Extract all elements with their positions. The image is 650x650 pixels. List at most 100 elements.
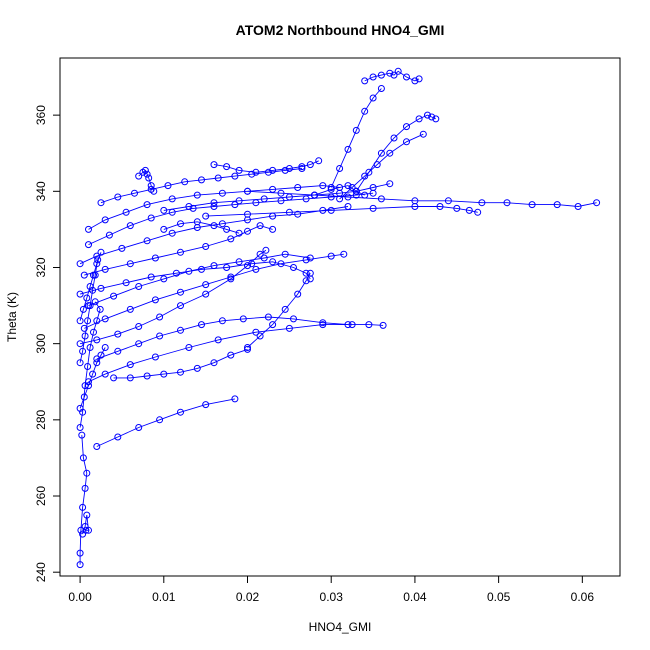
- data-point: [110, 292, 118, 300]
- data-point: [424, 111, 431, 119]
- data-point: [147, 273, 155, 281]
- data-point: [85, 526, 92, 534]
- series-line: [79, 252, 102, 321]
- data-point: [235, 166, 243, 174]
- series-line: [79, 206, 349, 265]
- data-point: [86, 344, 94, 351]
- data-point: [78, 431, 86, 439]
- data-point: [151, 353, 159, 361]
- data-point: [344, 321, 352, 329]
- data-point: [428, 113, 436, 121]
- series-24: [336, 130, 427, 203]
- series-line: [113, 348, 248, 379]
- series-1: [79, 511, 92, 538]
- data-point: [361, 172, 369, 180]
- data-point: [122, 208, 130, 216]
- data-point: [202, 281, 210, 289]
- data-point: [177, 408, 184, 416]
- data-point: [281, 250, 289, 258]
- data-point: [97, 284, 105, 292]
- series-16: [135, 166, 158, 195]
- data-point: [306, 161, 314, 169]
- series-0: [76, 431, 91, 569]
- series-line: [247, 272, 311, 348]
- data-point: [83, 511, 91, 519]
- series-line: [205, 206, 478, 217]
- data-point: [453, 204, 461, 212]
- data-point: [210, 161, 218, 169]
- data-point: [377, 195, 385, 203]
- data-point: [83, 294, 91, 302]
- data-point: [223, 264, 231, 271]
- data-point: [344, 145, 352, 153]
- data-point: [90, 328, 97, 336]
- series-line: [80, 249, 267, 345]
- data-point: [306, 254, 314, 262]
- data-point: [528, 201, 536, 209]
- data-point: [160, 206, 168, 214]
- data-point: [252, 168, 260, 176]
- data-point: [76, 561, 84, 569]
- data-point: [114, 347, 122, 355]
- data-point: [386, 69, 394, 77]
- series-line: [79, 261, 311, 295]
- x-axis-label: HNO4_GMI: [309, 620, 372, 634]
- data-point: [264, 168, 272, 176]
- data-point: [198, 265, 205, 273]
- data-point: [79, 305, 87, 313]
- series-13: [85, 189, 377, 249]
- data-point: [94, 256, 102, 264]
- series-9: [85, 250, 314, 310]
- data-point: [143, 201, 151, 209]
- data-point: [252, 328, 260, 336]
- data-point: [256, 222, 264, 230]
- data-point: [84, 363, 92, 370]
- data-point: [227, 351, 235, 359]
- data-point: [361, 77, 369, 85]
- data-point: [352, 187, 360, 195]
- data-point: [298, 165, 306, 172]
- data-point: [227, 275, 235, 283]
- series-4: [85, 321, 387, 386]
- data-point: [202, 401, 210, 409]
- data-point: [290, 315, 297, 323]
- y-axis-label: Theta (K): [5, 292, 19, 342]
- data-point: [160, 275, 168, 283]
- data-point: [379, 321, 387, 329]
- data-point: [311, 191, 318, 199]
- y-tick-label: 240: [34, 562, 48, 582]
- data-point: [327, 206, 335, 214]
- y-axis: 240 260 280 300 320 340 360: [34, 105, 60, 582]
- data-point: [231, 395, 239, 403]
- data-point: [151, 254, 159, 262]
- series-27: [76, 344, 109, 412]
- data-point: [256, 332, 264, 340]
- data-point: [218, 317, 226, 325]
- series-line: [84, 225, 273, 276]
- data-point: [193, 218, 201, 226]
- data-point: [285, 165, 293, 172]
- data-point: [239, 315, 247, 323]
- data-point: [365, 168, 373, 176]
- data-point: [432, 115, 440, 123]
- data-point: [415, 115, 423, 123]
- series-3: [93, 395, 239, 450]
- data-point: [156, 416, 164, 424]
- data-point: [336, 165, 344, 172]
- data-point: [553, 201, 561, 209]
- data-point: [114, 433, 122, 441]
- data-point: [223, 225, 231, 233]
- data-point: [126, 305, 134, 313]
- data-point: [377, 85, 385, 92]
- data-point: [83, 469, 91, 477]
- data-point: [386, 180, 394, 188]
- data-point: [218, 189, 226, 197]
- data-point: [80, 271, 88, 279]
- data-point: [210, 222, 218, 230]
- y-tick-label: 340: [34, 181, 48, 201]
- data-point: [80, 324, 88, 332]
- data-point: [415, 75, 423, 83]
- plot-area: [76, 67, 601, 569]
- data-point: [403, 123, 410, 131]
